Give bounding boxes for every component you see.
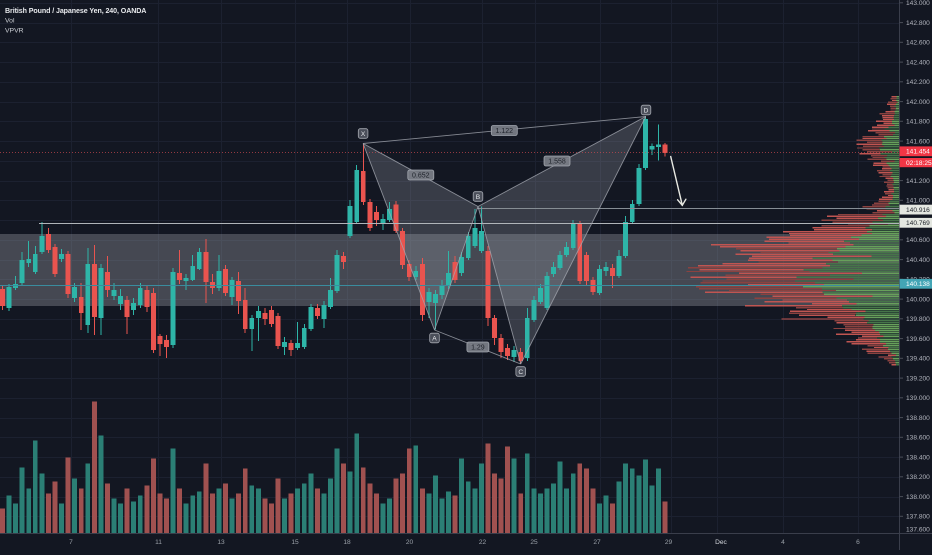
svg-text:141.800: 141.800 xyxy=(906,119,930,126)
svg-text:4: 4 xyxy=(781,539,785,546)
svg-text:141.200: 141.200 xyxy=(906,178,930,185)
svg-text:141.600: 141.600 xyxy=(906,139,930,146)
svg-text:13: 13 xyxy=(217,539,225,546)
svg-text:7: 7 xyxy=(69,539,73,546)
svg-text:142.000: 142.000 xyxy=(906,99,930,106)
svg-text:25: 25 xyxy=(530,539,538,546)
svg-text:140.916: 140.916 xyxy=(906,207,930,214)
svg-text:139.800: 139.800 xyxy=(906,316,930,323)
svg-text:11: 11 xyxy=(155,539,162,546)
svg-text:X: X xyxy=(361,131,366,138)
svg-text:138.800: 138.800 xyxy=(906,415,930,422)
svg-text:142.200: 142.200 xyxy=(906,79,930,86)
svg-text:139.000: 139.000 xyxy=(906,395,930,402)
svg-text:141.000: 141.000 xyxy=(906,198,930,205)
svg-text:D: D xyxy=(644,108,649,115)
svg-text:1.29: 1.29 xyxy=(471,344,485,351)
svg-text:0.652: 0.652 xyxy=(412,172,430,179)
svg-text:140.138: 140.138 xyxy=(906,281,930,288)
svg-text:02:18:25: 02:18:25 xyxy=(906,160,932,167)
svg-text:138.000: 138.000 xyxy=(906,494,930,501)
svg-text:27: 27 xyxy=(593,539,601,546)
svg-text:139.200: 139.200 xyxy=(906,376,930,383)
svg-text:6: 6 xyxy=(856,539,860,546)
svg-text:142.800: 142.800 xyxy=(906,20,930,27)
svg-text:138.400: 138.400 xyxy=(906,455,930,462)
svg-text:Vol: Vol xyxy=(5,18,15,25)
svg-text:143.000: 143.000 xyxy=(906,0,930,7)
svg-text:140.400: 140.400 xyxy=(906,257,930,264)
svg-text:142.400: 142.400 xyxy=(906,60,930,67)
svg-text:138.200: 138.200 xyxy=(906,474,930,481)
svg-text:22: 22 xyxy=(479,539,487,546)
svg-text:139.400: 139.400 xyxy=(906,356,930,363)
svg-text:141.454: 141.454 xyxy=(906,149,930,156)
svg-text:140.769: 140.769 xyxy=(906,220,930,227)
svg-text:British Pound / Japanese Yen,: British Pound / Japanese Yen, 240, OANDA xyxy=(5,7,146,15)
svg-text:140.600: 140.600 xyxy=(906,237,930,244)
svg-text:142.600: 142.600 xyxy=(906,40,930,47)
svg-text:139.600: 139.600 xyxy=(906,336,930,343)
svg-text:138.600: 138.600 xyxy=(906,435,930,442)
svg-text:A: A xyxy=(432,336,437,343)
svg-text:1.122: 1.122 xyxy=(496,128,514,135)
svg-text:15: 15 xyxy=(291,539,299,546)
svg-text:C: C xyxy=(518,369,523,376)
svg-text:B: B xyxy=(476,194,481,201)
svg-text:Dec: Dec xyxy=(715,539,727,546)
svg-text:1.558: 1.558 xyxy=(548,158,566,165)
svg-text:VPVR: VPVR xyxy=(5,28,24,35)
svg-text:18: 18 xyxy=(343,539,351,546)
svg-text:137.800: 137.800 xyxy=(906,514,930,521)
svg-text:140.000: 140.000 xyxy=(906,297,930,304)
svg-text:20: 20 xyxy=(406,539,414,546)
svg-text:137.600: 137.600 xyxy=(906,527,930,534)
svg-text:29: 29 xyxy=(665,539,673,546)
